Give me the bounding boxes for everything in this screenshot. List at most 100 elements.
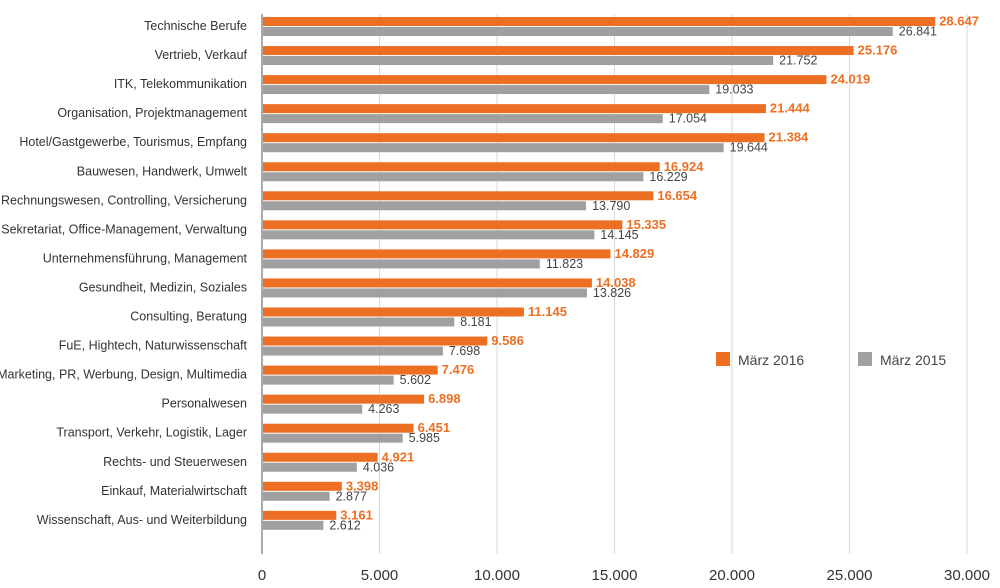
bar-2015 [263, 143, 724, 153]
category-label: Bauwesen, Handwerk, Umwelt [77, 164, 248, 178]
bar-2015 [263, 520, 324, 530]
value-label-2016: 24.019 [830, 72, 870, 87]
x-axis-ticks: 0 5.000 10.000 15.000 20.000 25.000 30.000 [258, 567, 990, 584]
bar-2016 [263, 17, 936, 26]
category-label: ITK, Telekommunikation [114, 77, 247, 91]
category-label: Transport, Verkehr, Logistik, Lager [56, 426, 247, 440]
bar-2015 [263, 433, 403, 443]
value-label-2015: 14.145 [600, 228, 638, 242]
bar-2015 [263, 375, 394, 385]
bar-2016 [263, 220, 623, 230]
value-label-2016: 25.176 [858, 43, 898, 58]
bar-2015 [263, 288, 587, 298]
bar-2015 [263, 491, 330, 501]
value-label-2016: 21.444 [770, 101, 811, 116]
value-label-2015: 11.823 [546, 257, 583, 271]
bar-2015 [263, 56, 774, 66]
bar-2015 [263, 346, 443, 356]
value-label-2015: 4.036 [363, 460, 394, 474]
category-label: Sekretariat, Office-Management, Verwaltu… [1, 222, 247, 236]
category-label: Rechts- und Steuerwesen [103, 455, 247, 469]
bar-2015 [263, 172, 644, 182]
value-label-2015: 7.698 [449, 344, 480, 358]
value-label-2015: 13.790 [592, 199, 630, 213]
gridlines [379, 14, 968, 554]
legend: März 2016 März 2015 [716, 352, 946, 368]
value-label-2016: 14.829 [614, 246, 654, 261]
bar-2016 [263, 162, 660, 172]
value-label-2015: 21.752 [779, 54, 817, 68]
category-label: FuE, Hightech, Naturwissenschaft [59, 339, 248, 353]
category-label: Organisation, Projektmanagement [57, 106, 247, 120]
category-label: Marketing, PR, Werbung, Design, Multimed… [0, 368, 247, 382]
category-label: Vertrieb, Verkauf [155, 48, 248, 62]
bar-2016 [263, 510, 337, 520]
value-label-2016: 11.145 [528, 304, 567, 319]
x-tick-label: 25.000 [827, 567, 873, 584]
value-label-2016: 6.898 [428, 391, 461, 406]
value-label-2016: 6.451 [418, 420, 451, 435]
value-label-2015: 17.054 [669, 112, 707, 126]
x-tick-label: 15.000 [592, 567, 638, 584]
bar-2015 [263, 259, 540, 269]
value-label-2016: 7.476 [442, 362, 475, 377]
legend-label: März 2016 [738, 352, 804, 368]
bar-2016 [263, 365, 438, 375]
x-tick-label: 10.000 [474, 567, 520, 584]
bar-2015 [263, 27, 893, 36]
x-tick-label: 20.000 [709, 567, 755, 584]
bar-2016 [263, 191, 654, 201]
bar-2015 [263, 201, 587, 211]
value-label-2016: 9.586 [491, 333, 524, 348]
category-label: Consulting, Beratung [130, 310, 247, 324]
bar-2016 [263, 249, 611, 259]
bar-2016 [263, 307, 524, 317]
bar-2016 [263, 336, 488, 346]
value-label-2015: 13.826 [593, 286, 631, 300]
legend-swatch [716, 352, 730, 366]
x-tick-label: 30.000 [944, 567, 990, 584]
value-label-2016: 14.038 [596, 275, 636, 290]
value-label-2016: 3.398 [346, 478, 379, 493]
category-label: Einkauf, Materialwirtschaft [101, 484, 247, 498]
value-label-2016: 16.654 [657, 188, 698, 203]
bar-2016 [263, 133, 765, 143]
x-tick-label: 5.000 [361, 567, 399, 584]
value-label-2016: 21.384 [769, 130, 810, 145]
value-label-2015: 5.985 [409, 431, 440, 445]
value-label-2015: 19.033 [715, 83, 753, 97]
value-label-2015: 4.263 [368, 402, 399, 416]
value-label-2015: 8.181 [460, 315, 491, 329]
bar-2016 [263, 278, 592, 288]
category-label: Gesundheit, Medizin, Soziales [79, 280, 247, 294]
value-label-2016: 15.335 [626, 217, 666, 232]
value-label-2016: 28.647 [939, 14, 979, 29]
bar-2015 [263, 404, 363, 414]
bars [263, 17, 936, 530]
value-label-2015: 26.841 [899, 25, 937, 39]
legend-label: März 2015 [880, 352, 946, 368]
bar-2015 [263, 462, 357, 472]
bar-2016 [263, 394, 425, 404]
category-label: Wissenschaft, Aus- und Weiterbildung [37, 513, 247, 527]
bar-2015 [263, 317, 455, 327]
value-label-2015: 19.644 [730, 141, 768, 155]
value-label-2015: 5.602 [400, 373, 431, 387]
category-label: Unternehmensführung, Management [43, 251, 248, 265]
bar-2016 [263, 75, 827, 85]
value-label-2015: 16.229 [649, 170, 687, 184]
value-label-2016: 3.161 [340, 507, 373, 522]
value-label-2015: 2.877 [336, 489, 367, 503]
category-label: Personalwesen [162, 397, 248, 411]
bar-2015 [263, 230, 595, 240]
value-label-2015: 2.612 [329, 518, 360, 532]
category-label: Hotel/Gastgewerbe, Tourismus, Empfang [19, 135, 247, 149]
x-tick-label: 0 [258, 567, 266, 584]
value-label-2016: 4.921 [382, 449, 415, 464]
bar-2016 [263, 423, 414, 433]
bar-2016 [263, 452, 378, 462]
value-label-2016: 16.924 [664, 159, 705, 174]
bar-2016 [263, 46, 854, 56]
